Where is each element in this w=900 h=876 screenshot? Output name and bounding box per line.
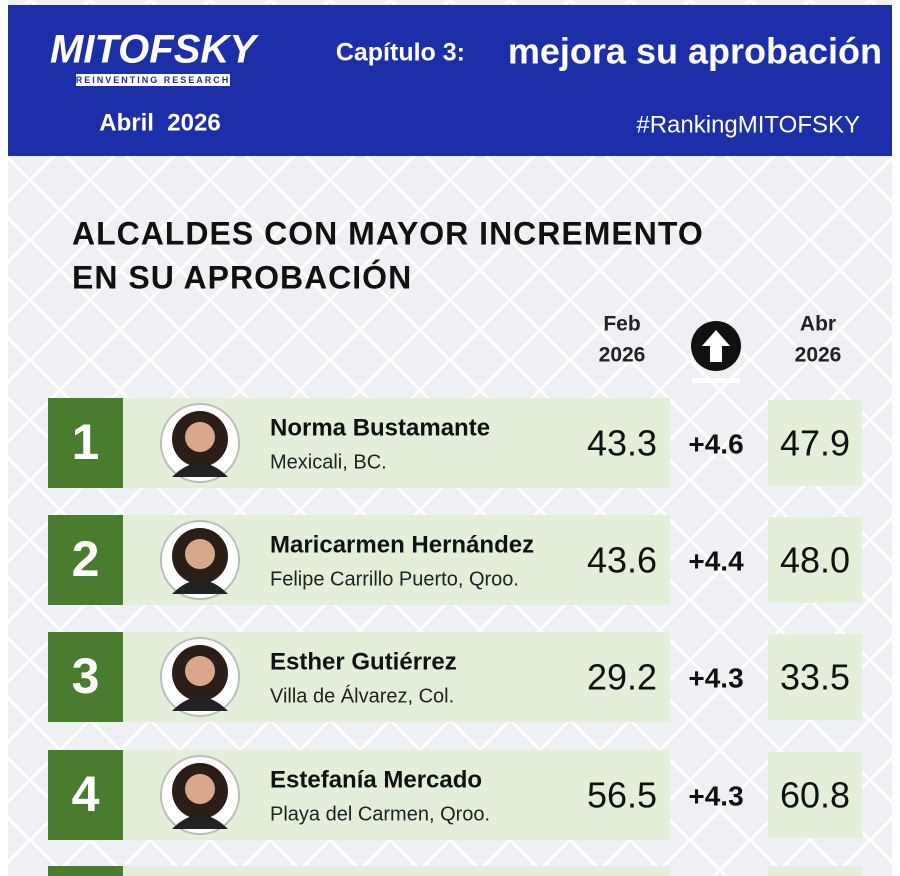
photo-shoulders [172,815,228,829]
rank-box [48,515,123,605]
hashtag: #RankingMITOFSKY [636,111,860,138]
before-value: 43.3 [587,423,657,464]
photo-shoulders [172,697,228,711]
logo: MITOFSKY [50,28,259,72]
title-line: ALCALDES CON MAYOR INCREMENTO [72,215,704,251]
rank-box [48,398,123,488]
name: Esther Gutiérrez [270,648,457,675]
after-background [768,752,862,838]
next-row-stub [123,866,670,876]
place: Playa del Carmen, Qroo. [270,803,490,825]
rank: 1 [72,414,100,470]
rank-box [48,632,123,722]
headline: mejora su aprobación [508,31,882,72]
place: Felipe Carrillo Puerto, Qroo. [270,568,519,590]
place: Villa de Álvarez, Col. [270,684,454,707]
change-value: +4.3 [688,662,743,693]
column-header: 2026 [795,344,842,367]
after-value: 60.8 [780,775,850,816]
name: Estefanía Mercado [270,766,482,793]
rank: 2 [72,531,100,587]
name: Maricarmen Hernández [270,531,534,558]
next-row-stub [768,866,862,876]
after-background [768,634,862,720]
photo-shoulders [172,580,228,594]
after-background [768,400,862,486]
column-header: Feb [603,313,640,336]
column-header: Abr [800,313,836,336]
after-background [768,517,862,603]
tagline: REINVENTING RESEARCH [76,75,231,85]
rank-box [48,750,123,840]
next-row-stub [48,866,123,876]
increase-icon [691,321,741,383]
rank: 4 [72,766,100,822]
change-value: +4.6 [688,428,743,459]
photo-face [185,656,215,686]
before-value: 29.2 [587,657,657,698]
place: Mexicali, BC. [270,451,387,473]
rank: 3 [72,648,100,704]
change-value: +4.3 [688,780,743,811]
photo-face [185,774,215,804]
after-value: 33.5 [780,657,850,698]
after-value: 47.9 [780,423,850,464]
photo-face [185,422,215,452]
photo-shoulders [172,463,228,477]
change-value: +4.4 [688,545,744,576]
column-header: 2026 [599,344,646,367]
photo-face [185,539,215,569]
before-value: 56.5 [587,775,657,816]
tagline-bar [76,74,230,86]
before-value: 43.6 [587,540,657,581]
after-value: 48.0 [780,540,850,581]
date: Abril 2026 [99,109,220,136]
chapter: Capítulo 3: [336,39,465,67]
name: Norma Bustamante [270,414,490,441]
title-line: EN SU APROBACIÓN [72,259,412,295]
